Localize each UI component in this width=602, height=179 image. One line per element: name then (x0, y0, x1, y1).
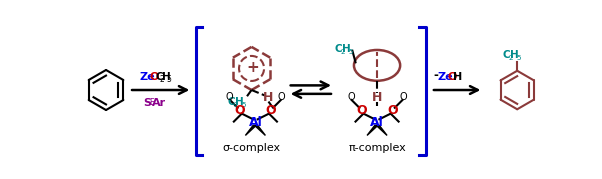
Text: Al: Al (249, 116, 262, 129)
Text: E: E (149, 98, 154, 107)
Text: 2: 2 (341, 49, 346, 55)
Text: O: O (447, 72, 456, 82)
Text: H: H (235, 97, 244, 107)
Text: Al: Al (370, 116, 384, 129)
Text: 2: 2 (509, 55, 514, 61)
Text: +: + (246, 60, 259, 75)
Text: Ze: Ze (140, 72, 155, 82)
Text: 5: 5 (517, 55, 521, 61)
Polygon shape (367, 125, 378, 136)
Text: 2: 2 (234, 102, 238, 108)
Text: σ-complex: σ-complex (223, 143, 281, 153)
Text: H: H (510, 50, 518, 60)
Text: S: S (144, 98, 152, 108)
Text: C: C (155, 72, 163, 82)
Text: C: C (503, 50, 510, 60)
Text: H: H (342, 44, 350, 54)
Text: 5: 5 (349, 49, 353, 55)
Text: H: H (453, 72, 462, 82)
Text: O: O (278, 92, 285, 102)
Text: H: H (263, 91, 274, 104)
Text: 5: 5 (167, 75, 172, 84)
Text: 2: 2 (160, 75, 165, 84)
Text: O: O (399, 92, 407, 102)
Text: -: - (433, 69, 438, 82)
Text: O: O (356, 104, 367, 117)
Text: O: O (265, 104, 276, 117)
Polygon shape (246, 125, 256, 136)
Text: C: C (335, 44, 343, 54)
Polygon shape (255, 125, 265, 136)
Text: O: O (347, 92, 355, 102)
Text: H: H (372, 91, 382, 104)
Text: Ar: Ar (152, 98, 166, 108)
Text: C: C (228, 97, 235, 107)
Text: O: O (150, 72, 160, 82)
Text: π-complex: π-complex (348, 143, 406, 153)
Text: O: O (235, 104, 245, 117)
Text: H: H (162, 72, 171, 82)
Text: O: O (225, 92, 233, 102)
Text: Ze: Ze (437, 72, 453, 82)
Text: 5: 5 (241, 102, 246, 108)
Polygon shape (376, 125, 387, 136)
Text: O: O (387, 104, 398, 117)
